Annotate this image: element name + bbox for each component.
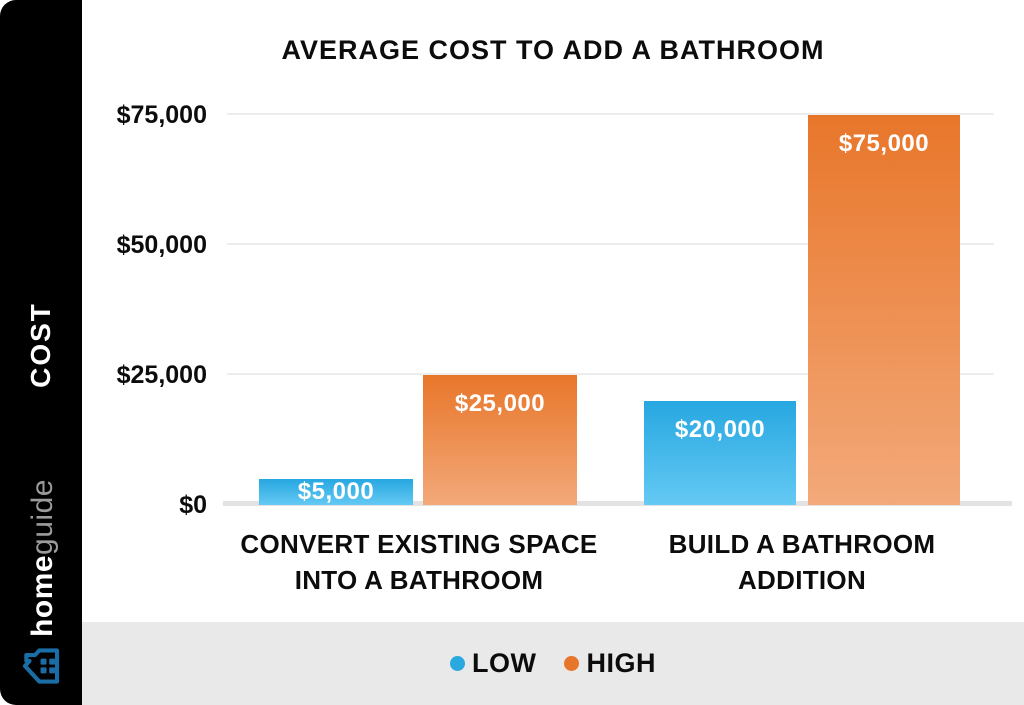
legend-item-low: LOW (450, 648, 536, 679)
bar-high-convert: $25,000 (423, 375, 577, 505)
sidebar: COST homeguide (0, 0, 82, 705)
brand-home: home (26, 554, 59, 637)
homeguide-logo: homeguide (26, 479, 60, 637)
category-line: BUILD A BATHROOM (668, 529, 936, 559)
brand-guide: guide (26, 479, 59, 555)
legend-label-high: HIGH (586, 648, 656, 678)
bar-high-addition: $75,000 (808, 115, 960, 505)
gridline-25000 (227, 373, 994, 375)
bar-value-label: $75,000 (838, 130, 930, 157)
gridline-75000 (227, 113, 994, 115)
category-label-convert: CONVERT EXISTING SPACE INTO A BATHROOM (209, 526, 629, 598)
category-line: INTO A BATHROOM (294, 565, 544, 595)
bar-low-convert: $5,000 (259, 478, 413, 505)
gridline-50000 (227, 243, 994, 245)
legend-dot-low-icon (450, 656, 465, 671)
x-axis-baseline (223, 501, 1012, 506)
homeguide-house-icon (22, 648, 60, 684)
y-tick-label: $25,000 (116, 361, 207, 389)
y-tick-label: $75,000 (116, 101, 207, 129)
legend-item-high: HIGH (564, 648, 656, 679)
category-line: ADDITION (737, 565, 867, 595)
chart-title: AVERAGE COST TO ADD A BATHROOM (281, 35, 825, 65)
legend: LOW HIGH (82, 622, 1024, 705)
category-line: CONVERT EXISTING SPACE (240, 529, 598, 559)
y-tick-label: $50,000 (116, 231, 207, 259)
bar-value-label: $5,000 (297, 478, 375, 505)
legend-label-low: LOW (472, 648, 537, 678)
bar-low-addition: $20,000 (644, 401, 796, 505)
y-axis-title: COST (25, 302, 56, 388)
bar-value-label: $25,000 (454, 390, 546, 417)
legend-dot-high-icon (564, 656, 580, 671)
category-label-addition: BUILD A BATHROOM ADDITION (592, 526, 1012, 598)
y-tick-label: $0 (179, 491, 207, 519)
bar-value-label: $20,000 (674, 416, 766, 443)
